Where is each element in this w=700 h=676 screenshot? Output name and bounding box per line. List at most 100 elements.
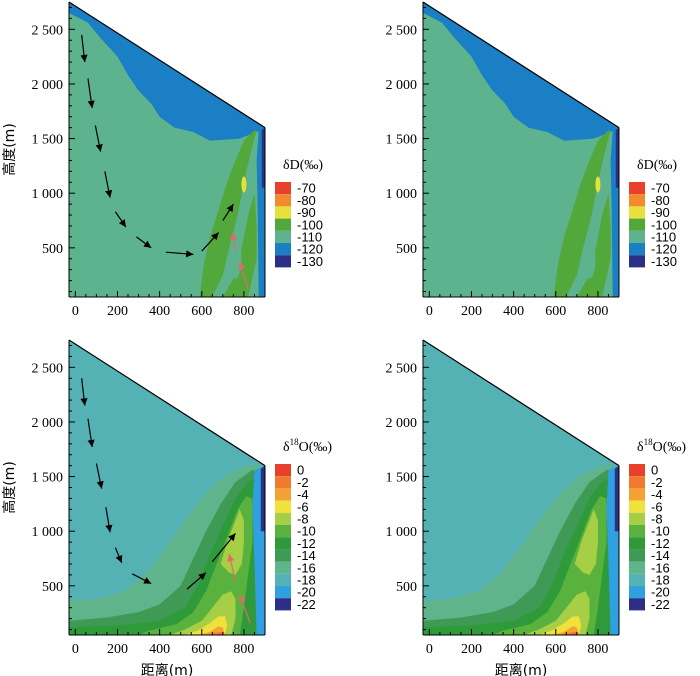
legend-swatch (629, 573, 645, 586)
legend-label: -110 (297, 230, 322, 245)
band-100 (199, 129, 257, 297)
flow-arrow (211, 533, 236, 563)
legend-label: -130 (297, 254, 323, 269)
x-tick-label: 0 (426, 304, 433, 319)
flow-arrows (80, 378, 251, 624)
legend-label: -120 (297, 242, 323, 257)
flow-arrow (87, 78, 95, 109)
legend-swatch (275, 255, 291, 268)
y-tick-label: 500 (396, 242, 417, 257)
x-tick-label: 0 (426, 642, 433, 657)
legend: δ18O(‰) 0-2-4-6-8-10-12-14-16-18-20-22 (275, 437, 332, 612)
legend-swatch (629, 476, 645, 489)
legend-swatch (629, 230, 645, 243)
legend-label: -20 (651, 585, 670, 600)
legend-swatch (629, 218, 645, 231)
legend-label: -10 (297, 524, 316, 539)
y-axis-title: 高度(m) (1, 123, 18, 176)
flow-arrow (104, 171, 113, 198)
flow-arrow (201, 232, 220, 252)
y-tick-label: 2 000 (386, 78, 418, 93)
flow-arrow-red (238, 594, 251, 624)
y-tick-label: 1 000 (32, 525, 64, 540)
legend-swatch (275, 573, 291, 586)
y-axis-title: 高度(m) (1, 461, 18, 514)
legend-label: -70 (651, 181, 670, 196)
band-100b (222, 193, 257, 297)
legend-label: 0 (651, 463, 658, 478)
legend-swatch (275, 500, 291, 513)
legend-title: δ18O(‰) (283, 437, 332, 455)
legend-swatch (275, 549, 291, 562)
legend-label: -6 (297, 499, 309, 514)
legend-swatch (275, 512, 291, 525)
flow-arrow-red (227, 554, 237, 582)
flow-arrow (114, 211, 127, 228)
legend-swatch (629, 598, 645, 611)
band-8b (220, 509, 244, 575)
x-tick-label: 600 (191, 304, 212, 319)
legend-swatch (275, 537, 291, 550)
legend-label: -90 (651, 205, 670, 220)
legend-swatch (629, 464, 645, 477)
x-axis-title: 距离(m) (141, 662, 194, 676)
x-axis-title: 距离(m) (495, 662, 548, 676)
x-tick-label: 400 (503, 304, 524, 319)
legend-label: -100 (651, 217, 677, 232)
y-tick-label: 1 000 (386, 525, 418, 540)
y-tick-label: 2 000 (386, 416, 418, 431)
x-tick-label: 800 (233, 304, 254, 319)
y-tick-label: 1 500 (386, 133, 418, 148)
x-tick-label: 600 (191, 642, 212, 657)
legend-label: -6 (651, 499, 663, 514)
lens-110 (229, 238, 242, 279)
y-tick-label: 500 (42, 580, 63, 595)
legend-title: δ18O(‰) (637, 437, 686, 455)
legend-swatch (629, 243, 645, 256)
legend-label: -14 (297, 548, 316, 563)
legend-swatch (275, 525, 291, 538)
legend-swatch (275, 586, 291, 599)
legend-label: -8 (651, 512, 663, 527)
legend-label: -100 (297, 217, 323, 232)
flow-arrow (114, 547, 123, 564)
flow-arrow (131, 573, 152, 585)
legend-label: -110 (651, 230, 676, 245)
contour-field (69, 340, 265, 635)
legend-swatch (629, 549, 645, 562)
legend-swatch (275, 561, 291, 574)
legend-label: -10 (651, 524, 670, 539)
legend-label: -20 (297, 585, 316, 600)
x-tick-label: 800 (587, 304, 608, 319)
legend-swatch (275, 476, 291, 489)
x-tick-label: 200 (461, 304, 482, 319)
legend-label: -80 (651, 193, 670, 208)
slope-line (422, 339, 620, 467)
legend-swatch (275, 230, 291, 243)
legend-label: -120 (651, 242, 677, 257)
strip-22 (260, 465, 265, 532)
slope-line (68, 339, 266, 467)
y-tick-label: 2 500 (386, 23, 418, 38)
slope-line (68, 1, 266, 129)
band-120 (69, 2, 265, 141)
y-tick-label: 2 500 (32, 23, 64, 38)
x-tick-label: 800 (587, 642, 608, 657)
chart-panel-top-right: 0 200 400 600 800 500 1 000 1 500 2 000 2 500 δD(‰… (386, 1, 677, 319)
legend-label: -80 (297, 193, 316, 208)
legend-swatch (629, 488, 645, 501)
x-tick-label: 400 (503, 642, 524, 657)
y-tick-label: 500 (396, 580, 417, 595)
flow-arrows (80, 34, 249, 290)
legend-swatch (275, 243, 291, 256)
strip-130 (261, 127, 265, 188)
y-tick-label: 1 500 (32, 133, 64, 148)
legend: δ18O(‰) 0-2-4-6-8-10-12-14-16-18-20-22 (629, 437, 686, 612)
legend-label: -18 (651, 573, 670, 588)
x-tick-label: 200 (107, 304, 128, 319)
legend-label: -22 (297, 597, 316, 612)
flow-arrow (94, 125, 103, 152)
legend-swatch (629, 586, 645, 599)
legend-swatch (275, 206, 291, 219)
